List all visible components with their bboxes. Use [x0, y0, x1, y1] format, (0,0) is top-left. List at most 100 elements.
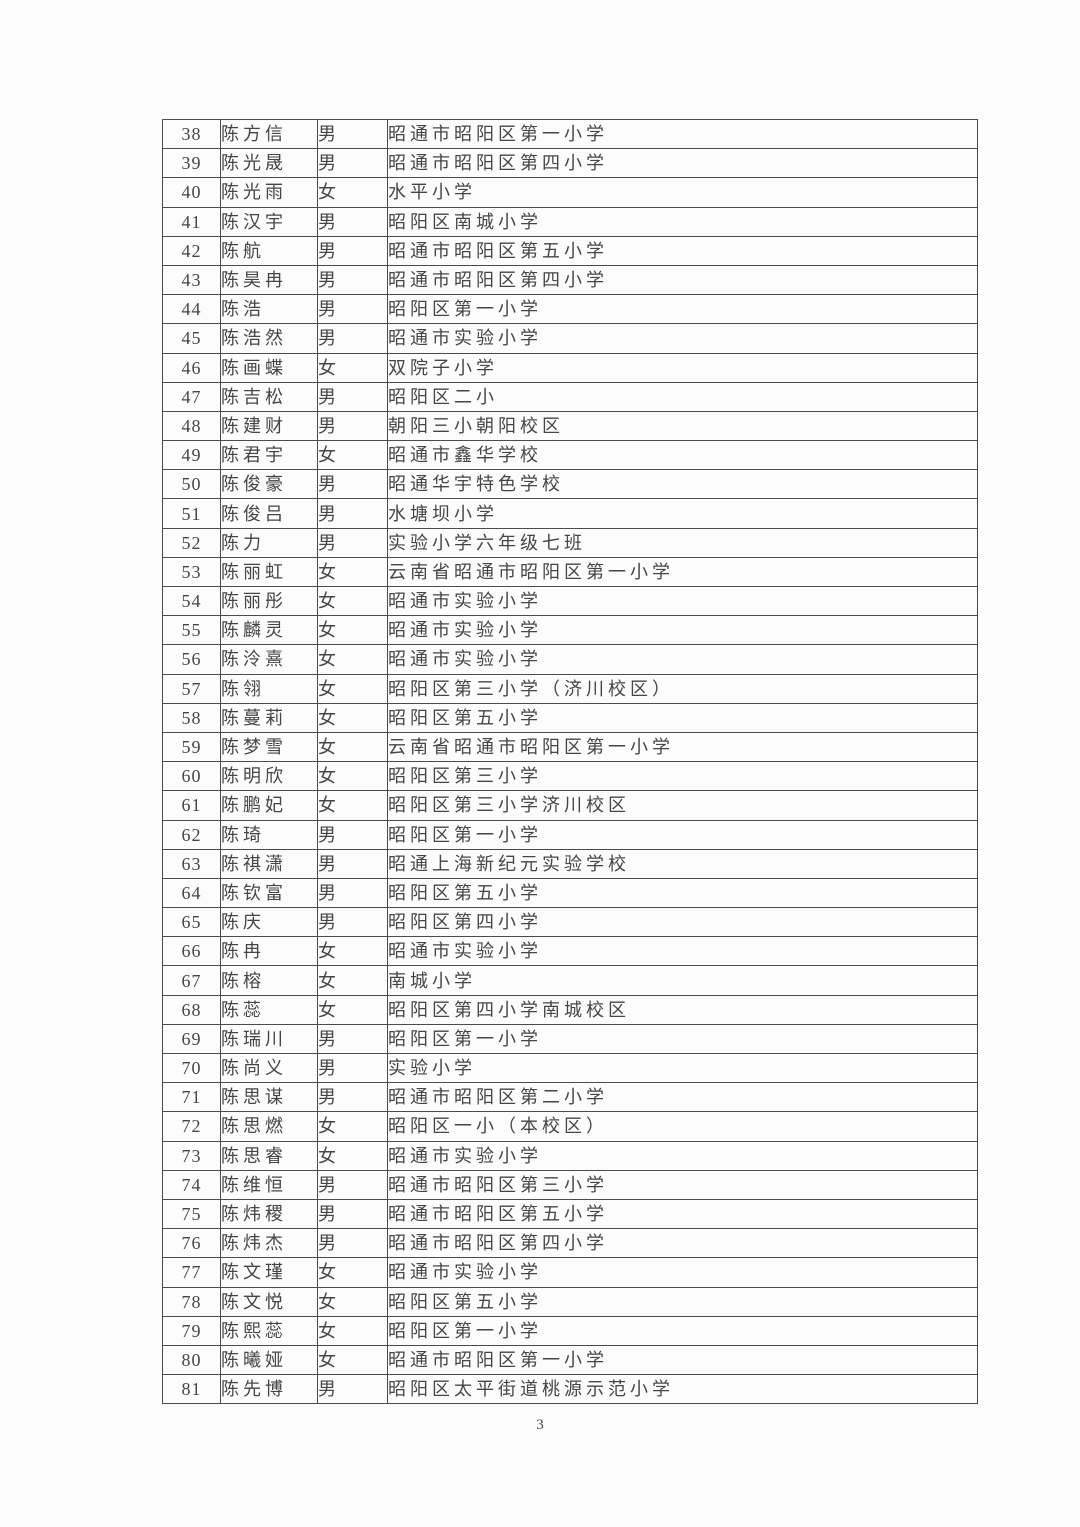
student-name-cell: 陈吉松 — [220, 381, 318, 412]
school-cell: 昭阳区第一小学 — [387, 819, 978, 850]
school-cell: 昭通市昭阳区第一小学 — [387, 118, 978, 150]
row-number-cell: 65 — [162, 907, 221, 938]
row-number-cell: 48 — [162, 410, 221, 442]
student-name-cell: 陈熙蕊 — [220, 1315, 318, 1346]
gender-cell: 男 — [317, 323, 388, 354]
row-number-cell: 75 — [162, 1198, 221, 1230]
gender-cell: 女 — [317, 352, 388, 383]
table-row: 52 陈力男实验小学六年级七班 — [162, 527, 978, 558]
student-name-cell: 陈光雨 — [220, 177, 318, 208]
school-cell: 昭通市昭阳区第四小学 — [387, 148, 978, 179]
gender-cell: 男 — [317, 907, 388, 938]
school-cell: 昭阳区南城小学 — [387, 206, 978, 237]
student-name-cell: 陈俊豪 — [220, 469, 318, 500]
table-row: 53 陈丽虹女云南省昭通市昭阳区第一小学 — [162, 556, 978, 588]
table-row: 54 陈丽彤女昭通市实验小学 — [162, 585, 978, 617]
table-row: 80 陈曦娅女昭通市昭阳区第一小学 — [162, 1344, 978, 1376]
student-name-cell: 陈祺潇 — [220, 848, 318, 879]
student-name-cell: 陈汉宇 — [220, 206, 318, 237]
table-row: 76 陈炜杰男昭通市昭阳区第四小学 — [162, 1228, 978, 1259]
table-row: 75 陈炜稷男昭通市昭阳区第五小学 — [162, 1198, 978, 1230]
school-cell: 昭通市实验小学 — [387, 936, 978, 967]
row-number-cell: 58 — [162, 702, 221, 733]
school-cell: 昭阳区第一小学 — [387, 294, 978, 325]
table-row: 46 陈画蝶女双院子小学 — [162, 352, 978, 383]
table-row: 79 陈熙蕊女昭阳区第一小学 — [162, 1315, 978, 1346]
table-row: 55 陈麟灵女昭通市实验小学 — [162, 615, 978, 646]
student-name-cell: 陈航 — [220, 235, 318, 266]
table-row: 71 陈思谋男昭通市昭阳区第二小学 — [162, 1082, 978, 1113]
student-name-cell: 陈明欣 — [220, 761, 318, 792]
row-number-cell: 57 — [162, 673, 221, 704]
school-cell: 昭通市实验小学 — [387, 615, 978, 646]
student-name-cell: 陈榕 — [220, 965, 318, 996]
row-number-cell: 53 — [162, 556, 221, 588]
school-cell: 昭通市昭阳区第五小学 — [387, 1198, 978, 1230]
student-name-cell: 陈钦富 — [220, 877, 318, 909]
row-number-cell: 68 — [162, 994, 221, 1025]
table-row: 72 陈思燃女昭阳区一小（本校区） — [162, 1111, 978, 1142]
row-number-cell: 60 — [162, 761, 221, 792]
row-number-cell: 47 — [162, 381, 221, 412]
school-cell: 昭阳区第三小学（济川校区） — [387, 673, 978, 704]
page-number: 3 — [536, 1417, 544, 1433]
row-number-cell: 55 — [162, 615, 221, 646]
school-cell: 昭阳区第三小学济川校区 — [387, 790, 978, 821]
row-number-cell: 79 — [162, 1315, 221, 1346]
gender-cell: 男 — [317, 381, 388, 412]
table-row: 78 陈文悦女昭阳区第五小学 — [162, 1286, 978, 1317]
student-name-cell: 陈琦 — [220, 819, 318, 850]
gender-cell: 男 — [317, 1052, 388, 1084]
student-name-cell: 陈丽虹 — [220, 556, 318, 588]
row-number-cell: 69 — [162, 1023, 221, 1055]
row-number-cell: 70 — [162, 1052, 221, 1084]
gender-cell: 男 — [317, 469, 388, 500]
table-row: 44 陈浩男昭阳区第一小学 — [162, 294, 978, 325]
row-number-cell: 77 — [162, 1257, 221, 1288]
row-number-cell: 62 — [162, 819, 221, 850]
school-cell: 实验小学六年级七班 — [387, 527, 978, 558]
student-name-cell: 陈冉 — [220, 936, 318, 967]
student-name-cell: 陈尚义 — [220, 1052, 318, 1084]
gender-cell: 男 — [317, 877, 388, 909]
student-name-cell: 陈光晟 — [220, 148, 318, 179]
school-cell: 昭通上海新纪元实验学校 — [387, 848, 978, 879]
row-number-cell: 46 — [162, 352, 221, 383]
school-cell: 昭通市昭阳区第二小学 — [387, 1082, 978, 1113]
student-table-body: 38 陈方信男昭通市昭阳区第一小学 39 陈光晟男昭通市昭阳区第四小学 40 陈光雨女水平… — [162, 118, 978, 1405]
table-row: 49 陈君宇女昭通市鑫华学校 — [162, 440, 978, 471]
gender-cell: 男 — [317, 1023, 388, 1055]
gender-cell: 女 — [317, 440, 388, 471]
student-name-cell: 陈丽彤 — [220, 585, 318, 617]
gender-cell: 女 — [317, 936, 388, 967]
table-row: 63 陈祺潇男昭通上海新纪元实验学校 — [162, 848, 978, 879]
row-number-cell: 40 — [162, 177, 221, 208]
gender-cell: 男 — [317, 410, 388, 442]
school-cell: 昭阳区第五小学 — [387, 1286, 978, 1317]
table-row: 42 陈航男昭通市昭阳区第五小学 — [162, 235, 978, 266]
row-number-cell: 81 — [162, 1374, 221, 1405]
student-name-cell: 陈曦娅 — [220, 1344, 318, 1376]
student-name-cell: 陈文悦 — [220, 1286, 318, 1317]
student-name-cell: 陈庆 — [220, 907, 318, 938]
row-number-cell: 59 — [162, 731, 221, 763]
gender-cell: 男 — [317, 1082, 388, 1113]
table-row: 57 陈翎女昭阳区第三小学（济川校区） — [162, 673, 978, 704]
gender-cell: 男 — [317, 118, 388, 150]
school-cell: 昭阳区第四小学 — [387, 907, 978, 938]
row-number-cell: 56 — [162, 644, 221, 675]
student-name-cell: 陈浩然 — [220, 323, 318, 354]
gender-cell: 女 — [317, 585, 388, 617]
gender-cell: 女 — [317, 1257, 388, 1288]
table-row: 58 陈蔓莉女昭阳区第五小学 — [162, 702, 978, 733]
row-number-cell: 50 — [162, 469, 221, 500]
gender-cell: 女 — [317, 644, 388, 675]
table-row: 64 陈钦富男昭阳区第五小学 — [162, 877, 978, 909]
school-cell: 昭通华宇特色学校 — [387, 469, 978, 500]
row-number-cell: 74 — [162, 1169, 221, 1200]
row-number-cell: 38 — [162, 118, 221, 150]
table-row: 74 陈维恒男昭通市昭阳区第三小学 — [162, 1169, 978, 1200]
school-cell: 昭阳区第一小学 — [387, 1315, 978, 1346]
row-number-cell: 45 — [162, 323, 221, 354]
